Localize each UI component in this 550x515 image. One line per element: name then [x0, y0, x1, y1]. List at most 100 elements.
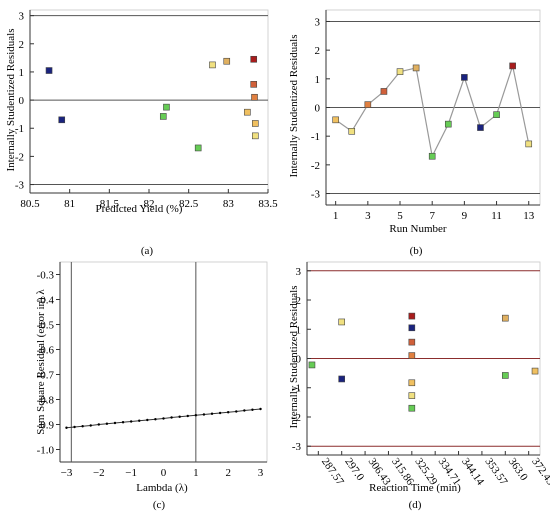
data-point: [81, 425, 84, 428]
x-tick-label: 287.57: [319, 456, 346, 488]
chart-panel-3: -0.3 -0.4 -0.5 -0.6 -0.7 -0.8 -0.9 -1.0 −3 −2 −1 0 1…: [35, 261, 268, 511]
data-point: [380, 88, 388, 95]
y-tick-label: -3: [15, 180, 25, 192]
data-point: [146, 418, 149, 422]
data-point: [461, 74, 468, 81]
data-point: [477, 124, 484, 131]
x-tick-label: 372.43: [529, 456, 550, 488]
data-point: [348, 128, 356, 135]
data-point: [428, 152, 436, 160]
x-tick-label: 83: [223, 198, 235, 210]
x-tick-label: 82: [144, 198, 155, 210]
data-point: [501, 314, 509, 322]
data-point: [113, 421, 117, 425]
x-tick-label: 11: [491, 210, 502, 222]
plot-frame: [29, 9, 269, 194]
x-tick-label: 1: [333, 210, 339, 222]
data-point: [186, 414, 189, 418]
x-tick-label: 5: [397, 210, 403, 222]
panel-label: (b): [410, 245, 423, 257]
data-point: [202, 413, 206, 416]
y-tick-label: -0.8: [37, 395, 55, 407]
y-tick-label: -1: [292, 383, 301, 395]
data-point: [338, 318, 346, 326]
y-tick-label: -2: [292, 412, 301, 424]
x-tick-label: 344.14: [459, 456, 486, 488]
panel-label: (c): [153, 499, 166, 511]
data-point: [332, 116, 339, 124]
x-tick-label: 0: [161, 467, 167, 479]
panel-label: (d): [409, 499, 422, 511]
data-point: [159, 113, 167, 120]
data-point: [129, 420, 133, 423]
data-point: [194, 144, 202, 152]
data-point: [252, 132, 259, 140]
data-point: [408, 379, 416, 387]
data-point: [89, 424, 92, 427]
data-point: [209, 61, 216, 69]
x-tick-label: 3: [258, 467, 264, 479]
data-point: [154, 418, 157, 421]
data-point: [244, 108, 251, 116]
data-point: [235, 410, 238, 413]
data-point: [408, 324, 416, 332]
data-point: [251, 93, 258, 101]
y-tick-label: 1: [315, 74, 321, 86]
data-point: [396, 68, 404, 75]
y-tick-label: 3: [296, 266, 302, 278]
data-point: [408, 338, 416, 346]
y-tick-label: -1: [15, 123, 24, 135]
data-point: [105, 422, 109, 425]
y-axis-label: Internally Studentized Residuals: [288, 35, 300, 178]
data-point: [259, 407, 262, 411]
y-tick-label: 1: [296, 324, 302, 336]
x-axis-label: Reaction Time (min): [369, 482, 461, 494]
x-tick-label: −3: [61, 467, 73, 479]
y-tick-label: 2: [315, 45, 321, 57]
data-point: [250, 81, 258, 88]
series-line: [335, 63, 530, 159]
x-tick-label: 81: [64, 198, 75, 210]
x-tick-label: 3: [365, 210, 371, 222]
x-tick-label: 7: [429, 210, 435, 222]
y-tick-label: -2: [311, 160, 320, 172]
data-point: [210, 412, 214, 415]
data-point: [412, 64, 420, 72]
x-tick-label: 82.5: [179, 198, 199, 210]
data-point: [170, 416, 173, 419]
y-tick-label: 0: [296, 354, 302, 366]
y-tick-label: -3: [311, 189, 321, 201]
data-point: [252, 120, 259, 127]
data-point: [97, 423, 101, 426]
x-tick-label: −2: [93, 467, 105, 479]
data-point: [163, 103, 170, 111]
x-tick-label: −1: [125, 467, 137, 479]
panel-label: (a): [141, 245, 154, 257]
data-point: [408, 392, 416, 399]
data-point: [162, 417, 165, 420]
data-point: [73, 425, 76, 429]
data-point: [408, 312, 416, 320]
x-tick-label: 9: [462, 210, 468, 222]
y-axis-label: Internally Studentized Residuals: [288, 286, 300, 429]
y-tick-label: 0: [19, 95, 25, 107]
x-tick-label: 81.5: [100, 198, 120, 210]
y-axis-label: Internally Studentized Residuals: [5, 29, 17, 172]
y-tick-label: 2: [19, 39, 25, 51]
data-point: [138, 419, 141, 422]
y-tick-label: -0.4: [37, 295, 55, 307]
x-tick-label: 13: [523, 210, 535, 222]
x-axis-label: Lambda (λ): [136, 482, 188, 494]
data-point: [251, 408, 254, 411]
data-point: [243, 409, 246, 412]
plot-frame: [59, 261, 268, 463]
x-tick-label: 2: [225, 467, 231, 479]
y-axis-label: Sum Square Residual (error in) λ: [35, 289, 47, 435]
y-tick-label: -0.6: [37, 345, 55, 357]
data-point: [308, 361, 316, 369]
y-tick-label: -3: [292, 441, 302, 453]
y-tick-label: -2: [15, 151, 24, 163]
data-point: [121, 421, 125, 424]
